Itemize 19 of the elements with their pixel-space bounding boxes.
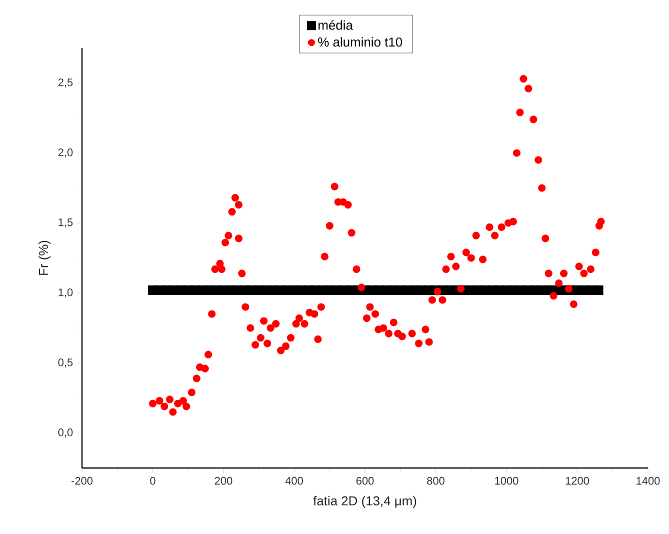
y-tick-label: 2,5: [58, 78, 73, 88]
y-tick-label: 0,0: [58, 428, 73, 438]
y-tick-label: 1,5: [58, 218, 73, 228]
y-axis-title: Fr (%): [38, 240, 51, 275]
legend-label: % aluminio t10: [318, 37, 402, 47]
x-tick-label: 600: [356, 476, 374, 485]
y-tick-label: 1,0: [58, 288, 73, 298]
x-tick-label: 1000: [495, 476, 518, 485]
x-tick-label: 0: [150, 476, 156, 485]
x-tick-label: 400: [285, 476, 303, 485]
x-tick-label: -200: [72, 476, 93, 485]
x-axis-title: fatia 2D (13,4 μm): [313, 496, 416, 508]
y-tick-label: 2,0: [58, 148, 73, 158]
x-tick-label: 800: [427, 476, 444, 485]
legend-label: média: [318, 20, 353, 30]
x-tick-label: 200: [214, 476, 232, 485]
x-tick-label: 1200: [566, 476, 590, 485]
y-tick-label: 0,5: [58, 358, 73, 368]
x-tick-label: 1400: [636, 476, 660, 485]
